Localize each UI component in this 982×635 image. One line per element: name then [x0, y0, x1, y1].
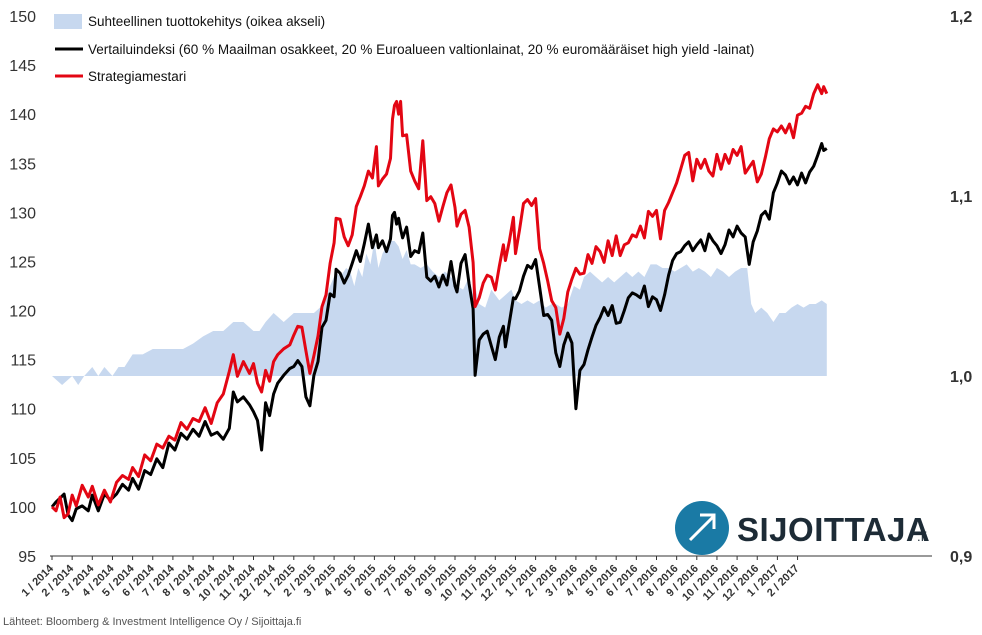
y-left-tick-label: 105: [9, 451, 36, 468]
y-left-tick-label: 120: [9, 304, 36, 321]
y-left-tick-label: 145: [9, 58, 36, 75]
legend-label-area: Suhteellinen tuottokehitys (oikea akseli…: [88, 14, 325, 29]
arrow-up-right-icon: [688, 513, 716, 542]
y-right-tick-label: 0,9: [950, 549, 972, 566]
y-right-tick-label: 1,1: [950, 189, 972, 206]
logo-text: SIJOITTAJA: [737, 511, 930, 548]
y-left-tick-label: 130: [9, 205, 36, 222]
logo-suffix: .fi: [917, 529, 927, 544]
y-left-tick-label: 135: [9, 156, 36, 173]
source-note: Lähteet: Bloomberg & Investment Intellig…: [3, 616, 301, 628]
legend-label-black: Vertailuindeksi (60 % Maailman osakkeet,…: [88, 42, 754, 57]
y-left-tick-label: 125: [9, 254, 36, 271]
y-left-tick-label: 110: [10, 402, 36, 419]
y-left-tick-label: 100: [9, 500, 36, 517]
series-line-strategiamestari: [50, 83, 829, 520]
logo: SIJOITTAJA .fi: [675, 501, 930, 555]
y-left-tick-label: 115: [10, 353, 36, 370]
legend-swatch-area: [54, 14, 82, 29]
series-area-relative-return: [52, 241, 827, 385]
lines-layer: [50, 83, 829, 523]
y-left-tick-label: 140: [9, 107, 36, 124]
y-right-tick-label: 1,0: [950, 369, 972, 386]
y-left-tick-label: 95: [18, 549, 36, 566]
area-layer: [52, 241, 827, 385]
y-right-tick-label: 1,2: [950, 9, 972, 26]
series-line-vertailuindeksi: [50, 142, 828, 523]
y-left-tick-label: 150: [9, 9, 36, 26]
legend-label-red: Strategiamestari: [88, 69, 186, 84]
legend: Suhteellinen tuottokehitys (oikea akseli…: [54, 14, 754, 84]
